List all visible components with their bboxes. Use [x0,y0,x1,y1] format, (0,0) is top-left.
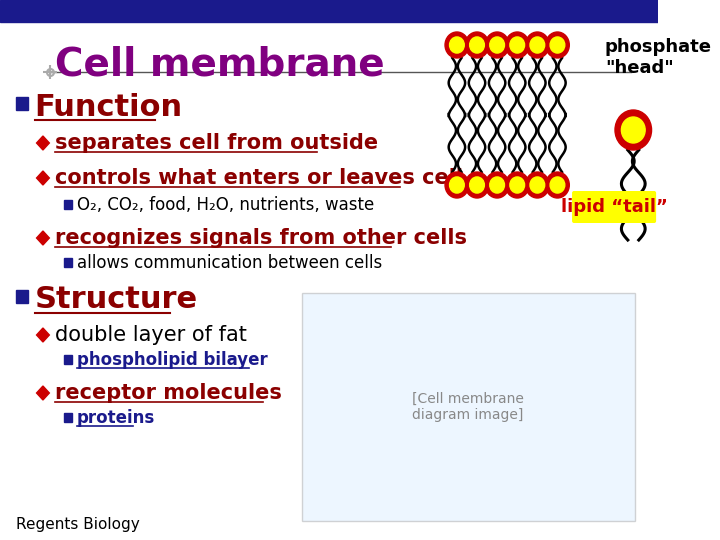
Text: allows communication between cells: allows communication between cells [77,254,382,272]
Bar [64,355,72,364]
Circle shape [469,177,485,193]
Text: recognizes signals from other cells: recognizes signals from other cells [55,228,467,248]
Text: separates cell from outside: separates cell from outside [55,133,378,153]
Text: proteins: proteins [77,409,155,427]
Circle shape [621,117,645,143]
Text: double layer of fat: double layer of fat [55,325,247,345]
Text: receptor molecules: receptor molecules [55,383,282,403]
Circle shape [510,177,525,193]
FancyBboxPatch shape [302,293,635,521]
Polygon shape [37,136,50,150]
Polygon shape [37,171,50,185]
Text: phospholipid bilayer: phospholipid bilayer [77,351,268,369]
Text: controls what enters or leaves cell: controls what enters or leaves cell [55,168,463,188]
Bar [64,200,72,209]
Circle shape [530,177,545,193]
Circle shape [615,110,652,150]
Circle shape [510,37,525,53]
Polygon shape [37,386,50,400]
Circle shape [449,37,464,53]
Circle shape [526,32,549,58]
Circle shape [550,37,564,53]
Circle shape [546,172,570,198]
Bar [64,413,72,422]
Polygon shape [37,231,50,245]
Circle shape [465,32,489,58]
Bar [64,258,72,267]
Text: phosphate
"head": phosphate "head" [605,38,712,77]
Circle shape [469,37,485,53]
Polygon shape [37,328,50,342]
Circle shape [485,32,509,58]
Bar [17,290,28,303]
Circle shape [445,172,469,198]
Circle shape [546,32,570,58]
Text: O₂, CO₂, food, H₂O, nutrients, waste: O₂, CO₂, food, H₂O, nutrients, waste [77,196,374,214]
Circle shape [490,177,505,193]
Circle shape [530,37,545,53]
Circle shape [550,177,564,193]
Text: Regents Biology: Regents Biology [17,517,140,532]
Circle shape [445,32,469,58]
Circle shape [449,177,464,193]
Circle shape [526,172,549,198]
FancyBboxPatch shape [572,191,656,223]
Circle shape [465,172,489,198]
Bar [0,0,658,22]
Circle shape [490,37,505,53]
Circle shape [505,32,529,58]
Text: lipid “tail”: lipid “tail” [561,198,667,216]
Circle shape [505,172,529,198]
Circle shape [485,172,509,198]
Text: Function: Function [35,92,183,122]
Bar [17,97,28,110]
Text: Cell membrane: Cell membrane [55,46,384,84]
Text: [Cell membrane
diagram image]: [Cell membrane diagram image] [412,392,524,422]
Text: Structure: Structure [35,286,198,314]
